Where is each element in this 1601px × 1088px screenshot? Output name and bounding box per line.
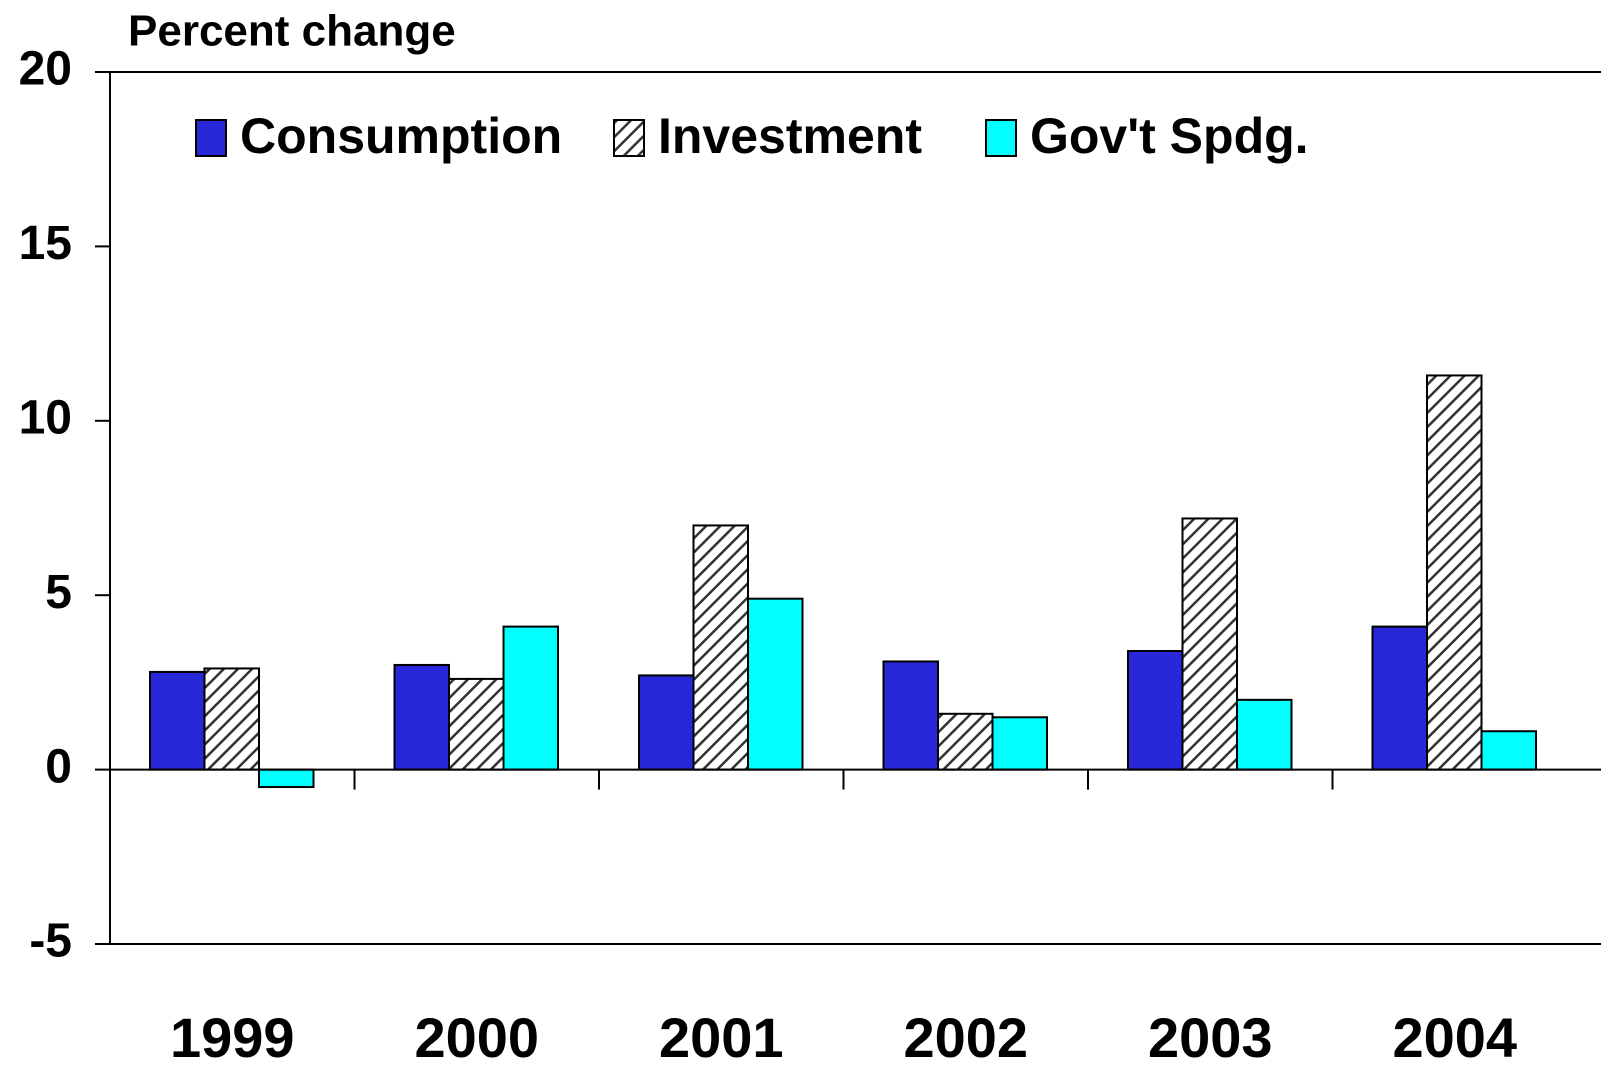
bar bbox=[1426, 374, 1483, 771]
legend-label: Gov't Spdg. bbox=[1030, 108, 1309, 164]
bar bbox=[747, 597, 804, 771]
bar bbox=[448, 677, 505, 771]
bar bbox=[1127, 650, 1184, 771]
y-axis-label: Percent change bbox=[128, 7, 456, 56]
y-tick-label: 5 bbox=[45, 566, 72, 619]
bar bbox=[937, 712, 994, 771]
bar bbox=[638, 674, 695, 771]
y-tick-label: 0 bbox=[45, 740, 72, 793]
x-tick-label: 2003 bbox=[1148, 1006, 1273, 1069]
legend-swatch bbox=[985, 119, 1017, 157]
bar bbox=[1181, 517, 1238, 771]
bar bbox=[203, 667, 260, 771]
bar bbox=[1480, 730, 1537, 771]
y-tick-label: 10 bbox=[19, 391, 72, 444]
bar bbox=[692, 524, 749, 771]
bar bbox=[393, 663, 450, 771]
x-tick-label: 2002 bbox=[903, 1006, 1028, 1069]
bar bbox=[1236, 698, 1293, 771]
bar bbox=[991, 716, 1048, 771]
legend-swatch bbox=[613, 119, 645, 157]
bar bbox=[149, 670, 206, 771]
x-tick-label: 1999 bbox=[170, 1006, 295, 1069]
y-tick-label: -5 bbox=[29, 915, 72, 968]
y-tick-label: 15 bbox=[19, 217, 72, 270]
bar bbox=[882, 660, 939, 771]
bar bbox=[1371, 625, 1428, 771]
legend-label: Consumption bbox=[240, 108, 562, 164]
x-tick-label: 2001 bbox=[659, 1006, 784, 1069]
legend-swatch bbox=[195, 119, 227, 157]
legend-label: Investment bbox=[658, 108, 922, 164]
bar bbox=[502, 625, 559, 771]
x-tick-label: 2004 bbox=[1392, 1006, 1517, 1069]
bar bbox=[258, 768, 315, 789]
x-tick-label: 2000 bbox=[414, 1006, 539, 1069]
y-tick-label: 20 bbox=[19, 43, 72, 96]
